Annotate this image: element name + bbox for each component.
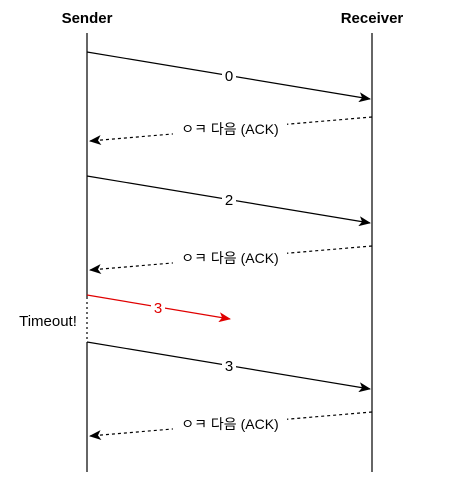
message-2-label: 2 [225, 192, 233, 209]
message-2: 2 [86, 175, 371, 227]
ack-message-3-label: ㅇㅋ 다음 (ACK) [181, 416, 278, 432]
sender-label: Sender [62, 10, 113, 27]
ack-message-2: ㅇㅋ 다음 (ACK) [89, 245, 373, 275]
message-0-label: 0 [225, 68, 233, 85]
ack-message-1: ㅇㅋ 다음 (ACK) [89, 116, 373, 146]
receiver-label: Receiver [341, 10, 404, 27]
retry-message-3-label: 3 [225, 358, 233, 375]
lost-message-3: 3 [86, 294, 231, 323]
lost-message-3-label: 3 [154, 300, 162, 317]
ack-message-2-label: ㅇㅋ 다음 (ACK) [181, 250, 278, 266]
ack-message-3: ㅇㅋ 다음 (ACK) [89, 411, 373, 441]
message-0: 0 [86, 51, 371, 103]
ack-message-1-label: ㅇㅋ 다음 (ACK) [181, 121, 278, 137]
timeout-label: Timeout! [19, 313, 77, 330]
retry-message-3: 3 [86, 341, 371, 393]
